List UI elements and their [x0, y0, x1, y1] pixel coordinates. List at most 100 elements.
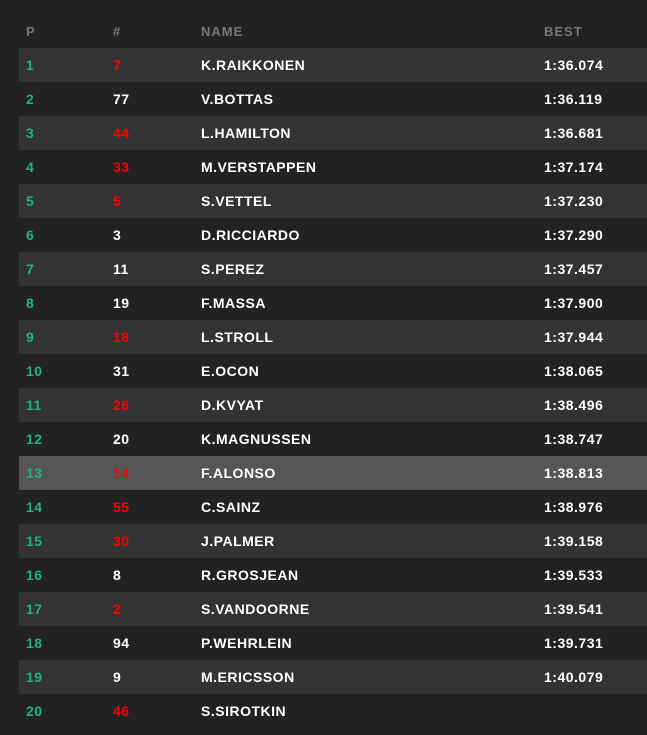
- driver-name: J.PALMER: [201, 533, 275, 549]
- position: 2: [26, 91, 35, 107]
- driver-name: S.VETTEL: [201, 193, 272, 209]
- best-time: 1:37.290: [544, 227, 604, 243]
- driver-name: S.VANDOORNE: [201, 601, 310, 617]
- position: 15: [26, 533, 43, 549]
- position: 6: [26, 227, 35, 243]
- car-number: 94: [113, 635, 130, 651]
- car-number: 44: [113, 125, 130, 141]
- car-number: 46: [113, 703, 130, 719]
- driver-name: S.PEREZ: [201, 261, 265, 277]
- position: 13: [26, 465, 43, 481]
- best-time: 1:39.731: [544, 635, 604, 651]
- header-name[interactable]: NAME: [201, 24, 244, 39]
- position: 16: [26, 567, 43, 583]
- position: 11: [26, 397, 42, 413]
- driver-name: F.ALONSO: [201, 465, 276, 481]
- car-number: 20: [113, 431, 130, 447]
- car-number: 14: [113, 465, 130, 481]
- table-row[interactable]: 19 9 M.ERICSSON 1:40.079: [19, 660, 647, 694]
- best-time: 1:40.079: [544, 669, 604, 685]
- driver-name: D.RICCIARDO: [201, 227, 300, 243]
- table-header: P # NAME BEST: [19, 22, 647, 42]
- table-row[interactable]: 14 55 C.SAINZ 1:38.976: [19, 490, 647, 524]
- driver-name: S.SIROTKIN: [201, 703, 287, 719]
- car-number: 26: [113, 397, 130, 413]
- driver-name: K.MAGNUSSEN: [201, 431, 312, 447]
- driver-name: P.WEHRLEIN: [201, 635, 293, 651]
- table-row[interactable]: 4 33 M.VERSTAPPEN 1:37.174: [19, 150, 647, 184]
- best-time: 1:37.230: [544, 193, 604, 209]
- position: 12: [26, 431, 43, 447]
- best-time: 1:37.900: [544, 295, 604, 311]
- car-number: 3: [113, 227, 122, 243]
- car-number: 11: [113, 261, 129, 277]
- car-number: 5: [113, 193, 122, 209]
- driver-name: K.RAIKKONEN: [201, 57, 306, 73]
- table-row[interactable]: 8 19 F.MASSA 1:37.900: [19, 286, 647, 320]
- best-time: 1:36.074: [544, 57, 604, 73]
- best-time: 1:39.533: [544, 567, 604, 583]
- table-row[interactable]: 2 77 V.BOTTAS 1:36.119: [19, 82, 647, 116]
- table-row[interactable]: 17 2 S.VANDOORNE 1:39.541: [19, 592, 647, 626]
- car-number: 30: [113, 533, 130, 549]
- car-number: 55: [113, 499, 130, 515]
- table-row[interactable]: 13 14 F.ALONSO 1:38.813: [19, 456, 647, 490]
- table-row[interactable]: 6 3 D.RICCIARDO 1:37.290: [19, 218, 647, 252]
- car-number: 7: [113, 57, 122, 73]
- position: 5: [26, 193, 35, 209]
- best-time: 1:38.065: [544, 363, 604, 379]
- table-row[interactable]: 5 5 S.VETTEL 1:37.230: [19, 184, 647, 218]
- car-number: 19: [113, 295, 130, 311]
- position: 1: [26, 57, 35, 73]
- position: 4: [26, 159, 35, 175]
- best-time: 1:37.174: [544, 159, 604, 175]
- best-time: 1:38.976: [544, 499, 604, 515]
- table-row[interactable]: 1 7 K.RAIKKONEN 1:36.074: [19, 48, 647, 82]
- best-time: 1:37.944: [544, 329, 604, 345]
- position: 7: [26, 261, 35, 277]
- car-number: 18: [113, 329, 130, 345]
- table-row[interactable]: 3 44 L.HAMILTON 1:36.681: [19, 116, 647, 150]
- table-row[interactable]: 16 8 R.GROSJEAN 1:39.533: [19, 558, 647, 592]
- driver-name: F.MASSA: [201, 295, 266, 311]
- position: 14: [26, 499, 43, 515]
- driver-name: M.ERICSSON: [201, 669, 295, 685]
- car-number: 9: [113, 669, 122, 685]
- car-number: 77: [113, 91, 130, 107]
- table-row[interactable]: 10 31 E.OCON 1:38.065: [19, 354, 647, 388]
- table-row[interactable]: 9 18 L.STROLL 1:37.944: [19, 320, 647, 354]
- best-time: 1:38.496: [544, 397, 604, 413]
- best-time: 1:38.747: [544, 431, 604, 447]
- best-time: 1:36.681: [544, 125, 604, 141]
- best-time: 1:38.813: [544, 465, 604, 481]
- table-row[interactable]: 18 94 P.WEHRLEIN 1:39.731: [19, 626, 647, 660]
- position: 3: [26, 125, 35, 141]
- best-time: 1:39.158: [544, 533, 604, 549]
- table-row[interactable]: 12 20 K.MAGNUSSEN 1:38.747: [19, 422, 647, 456]
- position: 9: [26, 329, 35, 345]
- driver-name: E.OCON: [201, 363, 260, 379]
- driver-name: L.STROLL: [201, 329, 274, 345]
- driver-name: R.GROSJEAN: [201, 567, 299, 583]
- car-number: 8: [113, 567, 122, 583]
- driver-name: V.BOTTAS: [201, 91, 274, 107]
- header-number[interactable]: #: [113, 24, 122, 39]
- best-time: 1:39.541: [544, 601, 604, 617]
- driver-name: C.SAINZ: [201, 499, 261, 515]
- car-number: 31: [113, 363, 130, 379]
- car-number: 2: [113, 601, 122, 617]
- header-best[interactable]: BEST: [544, 24, 583, 39]
- position: 19: [26, 669, 43, 685]
- best-time: 1:36.119: [544, 91, 603, 107]
- table-row[interactable]: 20 46 S.SIROTKIN: [19, 694, 647, 728]
- driver-name: L.HAMILTON: [201, 125, 292, 141]
- table-row[interactable]: 15 30 J.PALMER 1:39.158: [19, 524, 647, 558]
- table-row[interactable]: 11 26 D.KVYAT 1:38.496: [19, 388, 647, 422]
- header-position[interactable]: P: [26, 24, 36, 39]
- best-time: 1:37.457: [544, 261, 604, 277]
- driver-name: D.KVYAT: [201, 397, 264, 413]
- position: 20: [26, 703, 43, 719]
- table-row[interactable]: 7 11 S.PEREZ 1:37.457: [19, 252, 647, 286]
- driver-name: M.VERSTAPPEN: [201, 159, 317, 175]
- position: 8: [26, 295, 35, 311]
